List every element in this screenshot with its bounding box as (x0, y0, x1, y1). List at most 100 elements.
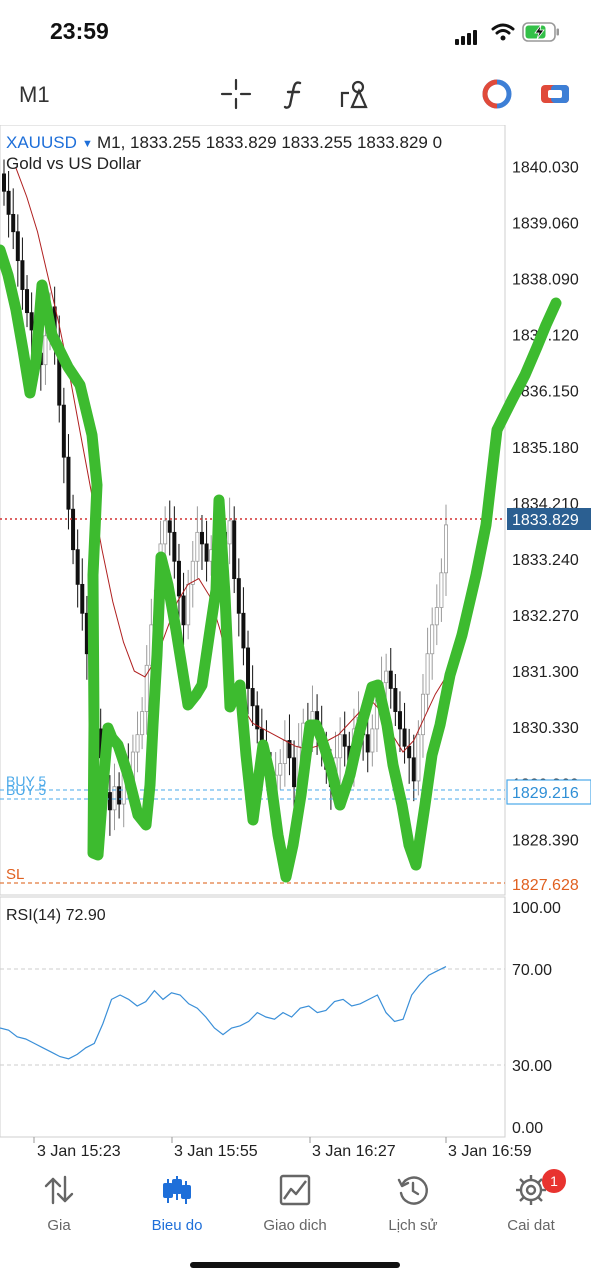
candle-body (434, 607, 439, 626)
symbol-label[interactable]: XAUUSD (6, 133, 77, 152)
candle-body (443, 524, 448, 574)
price-axis-label: 1830.330 (512, 720, 579, 737)
time-label-4: 3 Jan 16:59 (448, 1143, 532, 1160)
indicator-function-icon[interactable] (279, 78, 311, 110)
candle-body (199, 531, 204, 545)
sl-label: SL (6, 866, 24, 883)
candle-body (80, 583, 85, 614)
current-price-tag: 1833.829 (512, 512, 579, 529)
price-axis-label: 1840.030 (512, 159, 579, 176)
price-chart[interactable]: 1840.030 1839.060 1838.090 1837.120 1836.150… (0, 124, 591, 1165)
price-axis-label: 1836.150 (512, 384, 579, 401)
sl-price-tag: 1827.628 (512, 877, 579, 894)
hand-drawn-annotation (0, 244, 562, 883)
candle-body (6, 190, 11, 215)
chart-canvas[interactable]: 1840.0301839.0601838.0901837.1201836.150… (0, 124, 591, 1165)
rsi-line (0, 966, 447, 1060)
price-axis-label: 1831.300 (512, 664, 579, 681)
crosshair-icon[interactable] (220, 78, 252, 110)
price-axis-label: 1838.090 (512, 272, 579, 289)
candle-body (278, 763, 283, 776)
candle-body (430, 624, 435, 655)
candle-body (75, 549, 80, 585)
rsi-axis-70: 70.00 (512, 962, 552, 979)
candle-body (246, 647, 251, 689)
candle-body (287, 740, 292, 759)
candle-body (439, 572, 444, 608)
candle-body (186, 583, 191, 626)
time-label-3: 3 Jan 16:27 (312, 1143, 396, 1160)
tab-settings[interactable]: Cai dat 1 (472, 1169, 590, 1234)
candle-body (11, 213, 16, 233)
price-axis-label: 1832.270 (512, 608, 579, 625)
price-axis-label: 1828.390 (512, 832, 579, 849)
tab-label: Bieu do (151, 1217, 203, 1234)
cellular-signal-icon (455, 27, 479, 45)
candle-body (43, 335, 48, 366)
rsi-axis-30: 30.00 (512, 1058, 552, 1075)
candle-body (140, 711, 145, 736)
tab-label: Cai dat (507, 1217, 555, 1234)
candle-body (255, 705, 260, 730)
candle-body (117, 786, 122, 805)
candle-body (425, 653, 430, 695)
candle-body (397, 711, 402, 730)
candle-body (416, 734, 421, 782)
symbol-dropdown-icon[interactable]: ▼ (82, 138, 93, 150)
tab-history[interactable]: Lịch sử (354, 1173, 472, 1234)
candle-body (181, 595, 186, 626)
objects-shapes-icon[interactable] (339, 78, 371, 110)
candle-body (393, 688, 398, 712)
ohlc-quote: M1, 1833.255 1833.829 1833.255 1833.829 … (97, 133, 442, 152)
tab-label: Gia (47, 1217, 71, 1234)
candle-body (144, 664, 149, 712)
candle-body (420, 693, 425, 736)
tab-chart[interactable]: Bieu do (118, 1173, 236, 1234)
candle-body (232, 520, 237, 579)
candle-body (402, 728, 407, 747)
notification-badge: 1 (542, 1169, 566, 1193)
rsi-axis-100: 100.00 (512, 900, 561, 917)
chart-toolbar: M1 (0, 70, 591, 120)
candle-body (25, 289, 30, 314)
candle-body (172, 531, 177, 562)
battery-charging-icon (522, 22, 559, 42)
new-order-icon[interactable] (539, 78, 571, 110)
candle-body (388, 670, 393, 689)
timeframe-selector[interactable]: M1 (19, 82, 50, 107)
rsi-axis-0: 0.00 (512, 1120, 543, 1137)
candle-body (112, 786, 117, 811)
candle-body (167, 520, 172, 533)
candle-body (66, 456, 71, 510)
candle-body (227, 520, 232, 545)
candle-body (2, 173, 7, 192)
buy-price-tag: 1829.216 (512, 785, 579, 802)
history-clock-icon (397, 1176, 428, 1205)
candle-body (107, 792, 112, 811)
candle-body (61, 404, 66, 458)
price-axis-label: 1835.180 (512, 440, 579, 457)
trade-chart-icon (279, 1174, 311, 1206)
bottom-tab-bar: Gia Bieu do Giao dich Lịch sử (0, 1165, 591, 1280)
rsi-label: RSI(14) 72.90 (6, 907, 106, 924)
status-time: 23:59 (50, 18, 109, 44)
candle-body (411, 757, 416, 782)
price-axis-label: 1839.060 (512, 215, 579, 232)
candle-body (370, 728, 375, 753)
candle-body (176, 560, 181, 597)
price-axis: 1840.0301839.0601838.0901837.1201836.150… (512, 159, 579, 849)
quotes-arrows-icon (44, 1175, 74, 1205)
candle-body (163, 520, 168, 545)
candle-body (384, 670, 389, 684)
home-indicator (190, 1262, 400, 1268)
tab-quotes[interactable]: Gia (0, 1173, 118, 1234)
time-label-1: 3 Jan 15:23 (37, 1143, 121, 1160)
buy-label-2: BUY 5 (6, 782, 46, 798)
one-click-trading-icon[interactable] (481, 78, 513, 110)
candle-body (236, 578, 241, 614)
tab-trade[interactable]: Giao dich (236, 1173, 354, 1234)
candle-body (365, 734, 370, 753)
buy-price-tag-bg (506, 779, 591, 805)
candle-body (292, 757, 297, 788)
candle-body (29, 312, 34, 331)
